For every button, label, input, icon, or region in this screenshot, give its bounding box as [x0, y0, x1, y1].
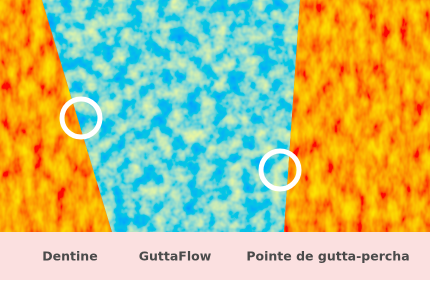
figure: Dentine GuttaFlow Pointe de gutta-percha [0, 0, 430, 280]
label: GuttaFlow [139, 249, 212, 264]
thermal-image [0, 0, 430, 232]
label: Dentine [42, 249, 97, 264]
label: Pointe de gutta-percha [246, 249, 409, 264]
